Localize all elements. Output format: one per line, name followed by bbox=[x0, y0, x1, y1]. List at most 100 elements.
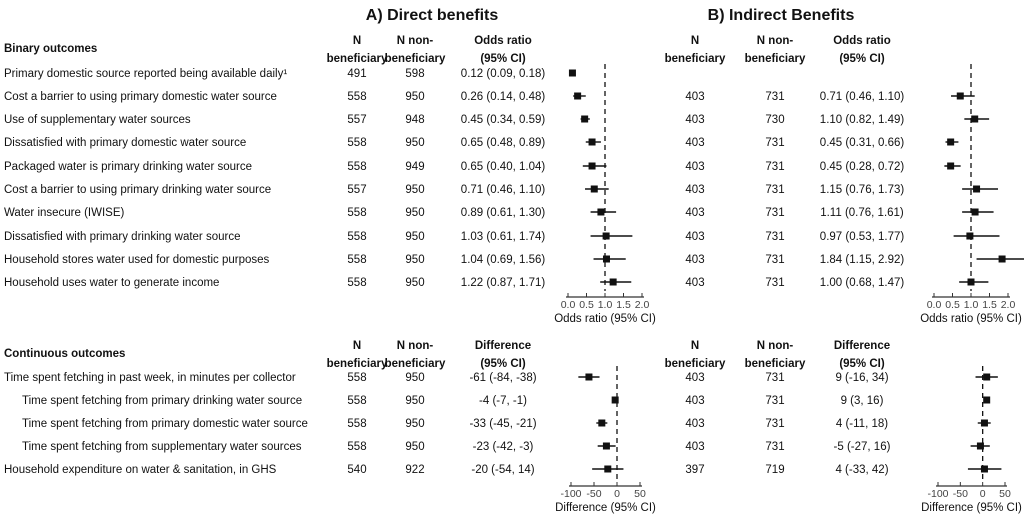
x-tick-label: 2.0 bbox=[1001, 299, 1016, 311]
column-header-odds: (95% CI) bbox=[839, 53, 885, 65]
estimate-ci-value: 0.65 (0.48, 0.89) bbox=[461, 137, 546, 149]
point-estimate-marker bbox=[971, 208, 979, 216]
outcome-label: Household stores water used for domestic… bbox=[4, 254, 270, 266]
column-header-n_non: N non- bbox=[397, 340, 434, 352]
x-tick-label: 0 bbox=[614, 488, 620, 500]
n-non-beneficiary-value: 731 bbox=[765, 137, 784, 149]
outcome-label: Primary domestic source reported being a… bbox=[4, 68, 287, 80]
outcome-label: Cost a barrier to using primary domestic… bbox=[4, 91, 277, 103]
n-beneficiary-value: 403 bbox=[685, 114, 704, 126]
n-non-beneficiary-value: 948 bbox=[405, 114, 424, 126]
point-estimate-marker bbox=[568, 69, 576, 77]
estimate-ci-value: 0.71 (0.46, 1.10) bbox=[820, 91, 905, 103]
x-axis-title: Odds ratio (95% CI) bbox=[554, 313, 656, 325]
estimate-ci-value: 0.26 (0.14, 0.48) bbox=[461, 91, 546, 103]
n-beneficiary-value: 403 bbox=[685, 277, 704, 289]
column-header-n_ben: N bbox=[353, 340, 361, 352]
outcome-label: Time spent fetching from supplementary w… bbox=[22, 441, 302, 453]
n-beneficiary-value: 403 bbox=[685, 161, 704, 173]
n-non-beneficiary-value: 950 bbox=[405, 254, 424, 266]
n-beneficiary-value: 403 bbox=[685, 231, 704, 243]
x-tick-label: 50 bbox=[634, 488, 646, 500]
x-tick-label: -100 bbox=[560, 488, 581, 500]
n-beneficiary-value: 491 bbox=[347, 68, 366, 80]
n-beneficiary-value: 558 bbox=[347, 91, 366, 103]
estimate-ci-value: 9 (3, 16) bbox=[841, 395, 884, 407]
point-estimate-marker bbox=[998, 255, 1006, 263]
estimate-ci-value: -33 (-45, -21) bbox=[469, 418, 536, 430]
column-header-diff: Difference bbox=[834, 340, 890, 352]
outcome-label: Packaged water is primary drinking water… bbox=[4, 161, 252, 173]
n-non-beneficiary-value: 731 bbox=[765, 418, 784, 430]
estimate-ci-value: 1.22 (0.87, 1.71) bbox=[461, 277, 546, 289]
x-tick-label: 0.5 bbox=[945, 299, 960, 311]
panel-a-title: A) Direct benefits bbox=[366, 7, 499, 24]
outcome-label: Time spent fetching from primary drinkin… bbox=[22, 395, 302, 407]
point-estimate-marker bbox=[971, 115, 979, 123]
point-estimate-marker bbox=[983, 373, 991, 381]
estimate-ci-value: -4 (-7, -1) bbox=[479, 395, 527, 407]
x-tick-label: 0.0 bbox=[561, 299, 576, 311]
n-beneficiary-value: 540 bbox=[347, 464, 366, 476]
estimate-ci-value: 0.97 (0.53, 1.77) bbox=[820, 231, 905, 243]
point-estimate-marker bbox=[967, 278, 975, 286]
n-beneficiary-value: 403 bbox=[685, 137, 704, 149]
x-tick-label: -100 bbox=[927, 488, 948, 500]
forest-plot-b-binary bbox=[932, 64, 1024, 298]
x-tick-label: 0.5 bbox=[579, 299, 594, 311]
estimate-ci-value: -5 (-27, 16) bbox=[834, 441, 891, 453]
n-beneficiary-value: 557 bbox=[347, 114, 366, 126]
point-estimate-marker bbox=[602, 255, 610, 263]
point-estimate-marker bbox=[588, 162, 596, 170]
column-header-n_non: beneficiary bbox=[385, 358, 446, 370]
n-beneficiary-value: 558 bbox=[347, 395, 366, 407]
n-beneficiary-value: 558 bbox=[347, 418, 366, 430]
point-estimate-marker bbox=[983, 396, 991, 404]
estimate-ci-value: 1.04 (0.69, 1.56) bbox=[461, 254, 546, 266]
point-estimate-marker bbox=[980, 465, 988, 473]
column-header-diff: (95% CI) bbox=[480, 358, 526, 370]
column-header-diff: (95% CI) bbox=[839, 358, 885, 370]
n-non-beneficiary-value: 598 bbox=[405, 68, 424, 80]
n-non-beneficiary-value: 731 bbox=[765, 441, 784, 453]
point-estimate-marker bbox=[976, 442, 984, 450]
outcome-label: Dissatisfied with primary domestic water… bbox=[4, 137, 246, 149]
binary-heading: Binary outcomes bbox=[4, 43, 97, 55]
estimate-ci-value: 0.45 (0.31, 0.66) bbox=[820, 137, 905, 149]
n-non-beneficiary-value: 731 bbox=[765, 207, 784, 219]
n-beneficiary-value: 403 bbox=[685, 254, 704, 266]
column-header-odds: Odds ratio bbox=[474, 35, 532, 47]
n-beneficiary-value: 557 bbox=[347, 184, 366, 196]
estimate-ci-value: 9 (-16, 34) bbox=[835, 372, 888, 384]
point-estimate-marker bbox=[980, 419, 988, 427]
point-estimate-marker bbox=[574, 92, 582, 100]
estimate-ci-value: -61 (-84, -38) bbox=[469, 372, 536, 384]
estimate-ci-value: 0.71 (0.46, 1.10) bbox=[461, 184, 546, 196]
outcome-label: Household uses water to generate income bbox=[4, 277, 219, 289]
n-non-beneficiary-value: 731 bbox=[765, 277, 784, 289]
n-beneficiary-value: 558 bbox=[347, 137, 366, 149]
estimate-ci-value: 0.45 (0.34, 0.59) bbox=[461, 114, 546, 126]
n-non-beneficiary-value: 950 bbox=[405, 231, 424, 243]
point-estimate-marker bbox=[602, 232, 610, 240]
n-non-beneficiary-value: 731 bbox=[765, 91, 784, 103]
forest-plot-b-continuous bbox=[936, 366, 1007, 487]
point-estimate-marker bbox=[973, 185, 981, 193]
x-tick-label: -50 bbox=[953, 488, 968, 500]
column-header-odds: Odds ratio bbox=[833, 35, 891, 47]
column-header-n_ben: beneficiary bbox=[665, 53, 726, 65]
forest-plot-a-binary bbox=[566, 64, 644, 298]
column-header-n_ben: N bbox=[353, 35, 361, 47]
estimate-ci-value: 4 (-33, 42) bbox=[835, 464, 888, 476]
point-estimate-marker bbox=[947, 138, 955, 146]
column-header-n_ben: N bbox=[691, 340, 699, 352]
point-estimate-marker bbox=[956, 92, 964, 100]
x-tick-label: 50 bbox=[999, 488, 1011, 500]
n-non-beneficiary-value: 731 bbox=[765, 372, 784, 384]
x-tick-label: 0.0 bbox=[927, 299, 942, 311]
n-non-beneficiary-value: 922 bbox=[405, 464, 424, 476]
estimate-ci-value: 0.45 (0.28, 0.72) bbox=[820, 161, 905, 173]
point-estimate-marker bbox=[588, 138, 596, 146]
n-beneficiary-value: 403 bbox=[685, 395, 704, 407]
